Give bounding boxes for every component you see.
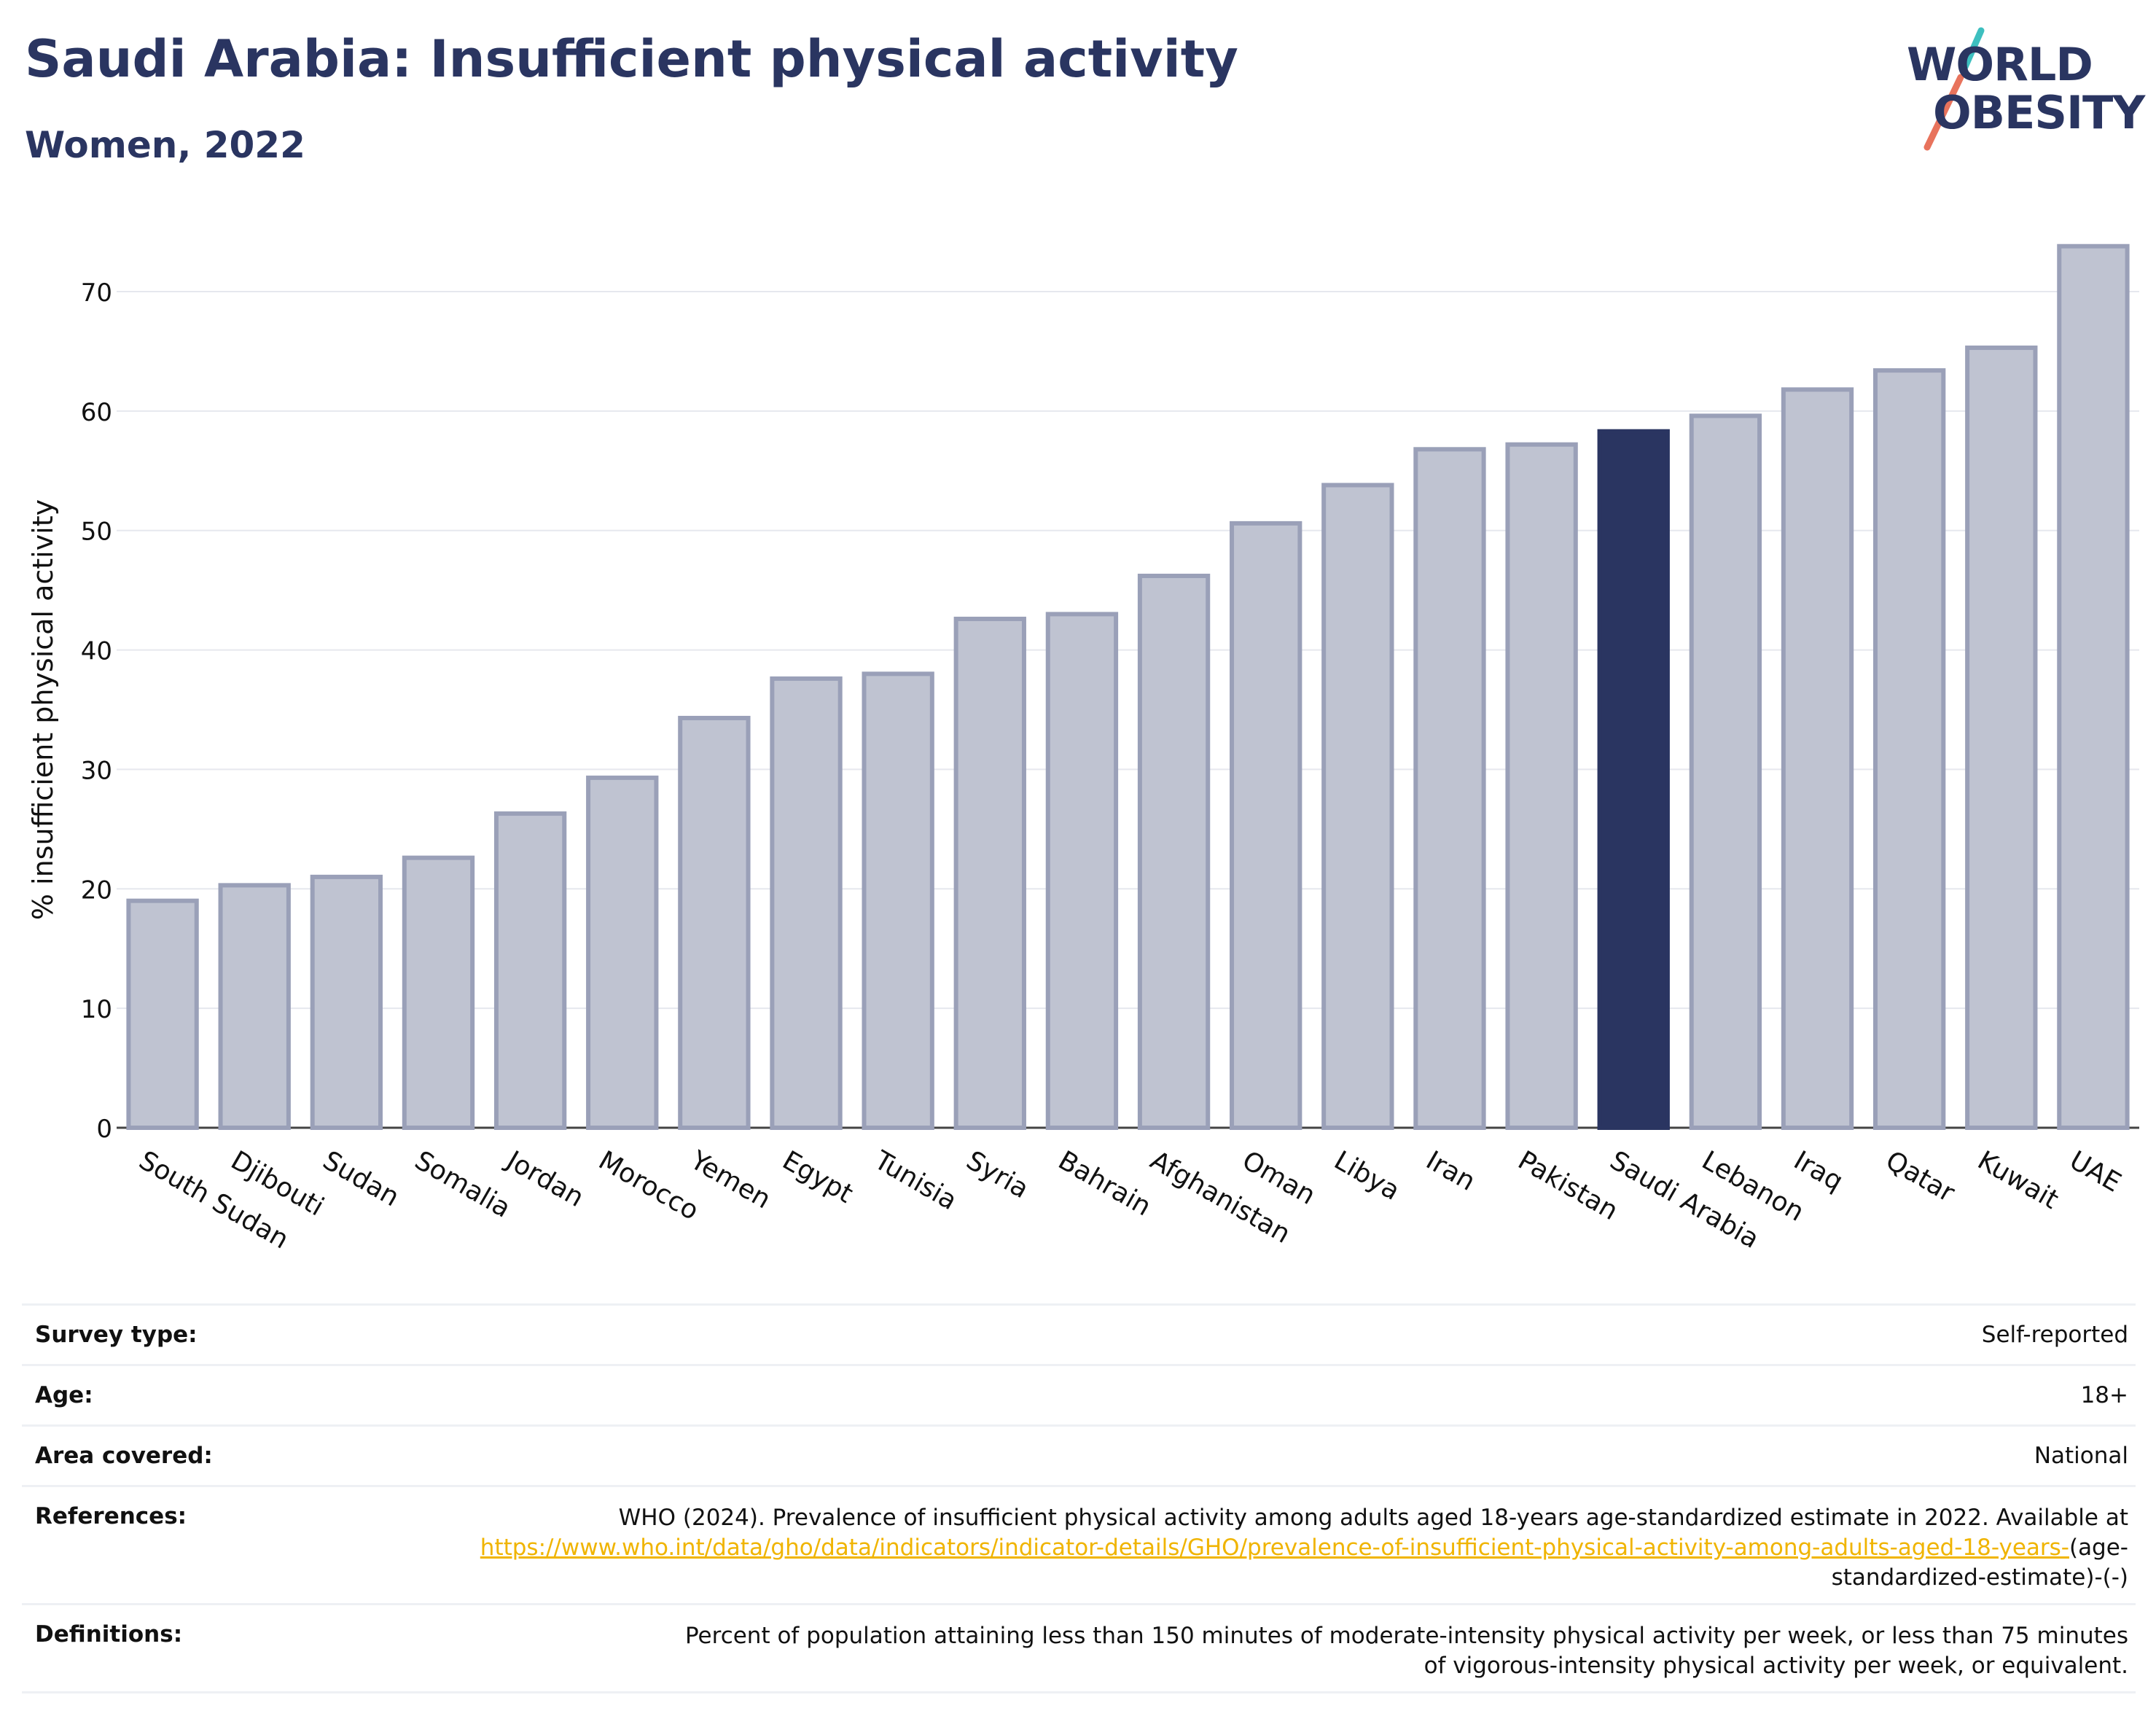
survey-type-value: Self-reported [1981,1322,2128,1348]
definitions-value: Percent of population attaining less tha… [684,1623,2128,1679]
y-axis-ticks: 0 10 20 30 40 50 60 70 [81,278,112,1144]
survey-type-label: Survey type: [35,1322,198,1348]
chart-title: Saudi Arabia: Insufficient physical acti… [25,29,1238,89]
bar-kuwait [1965,346,2038,1131]
bars [126,243,2130,1131]
bar-bahrain [1045,612,1119,1130]
bar-iraq [1781,387,1854,1130]
bar-morocco [586,775,659,1130]
references-link[interactable]: https://www.who.int/data/gho/data/indica… [480,1535,2069,1561]
bar-pakistan [1505,442,1578,1131]
references-text-after: (age-standardized-estimate)-(-) [1831,1535,2128,1591]
y-tick-label: 0 [96,1115,112,1144]
world-obesity-logo: WORLD OBESITY [1895,22,2145,168]
x-tick-label: Morocco [593,1145,703,1226]
x-tick-label: UAE [2064,1145,2125,1198]
definitions-label: Definitions: [35,1621,183,1648]
table-row-definitions: Definitions: Percent of population attai… [22,1603,2136,1693]
references-text: WHO (2024). Prevalence of insufficient p… [618,1505,2128,1531]
x-tick-label: Kuwait [1972,1145,2063,1215]
info-table: Survey type: Self-reported Age: 18+ Area… [22,1303,2136,1693]
x-tick-label: Syria [961,1145,1034,1204]
y-tick-label: 20 [81,876,112,905]
table-row-references: References: WHO (2024). Prevalence of in… [22,1485,2136,1603]
bar-sudan [310,874,383,1131]
logo-line-2: OBESITY [1933,86,2145,139]
bar-yemen [678,715,751,1130]
y-tick-label: 60 [81,398,112,427]
y-tick-label: 40 [81,637,112,666]
table-row-area: Area covered: National [22,1424,2136,1485]
logo-slash-icon [1923,27,1985,151]
y-tick-label: 30 [81,756,112,785]
x-tick-label: Iraq [1789,1145,1848,1197]
y-tick-label: 50 [81,518,112,547]
x-tick-label: Egypt [778,1145,858,1209]
x-tick-label: Iran [1421,1145,1480,1197]
bar-iran [1413,447,1486,1130]
y-axis-label: % insufficient physical activity [27,499,59,920]
table-row-age: Age: 18+ [22,1364,2136,1424]
references-label: References: [35,1503,187,1529]
x-tick-label: Qatar [1880,1145,1959,1208]
logo-line-1: WORLD [1907,38,2093,91]
bar-oman [1230,520,1302,1130]
bar-egypt [770,676,843,1130]
bar-jordan [493,811,567,1130]
references-value: WHO (2024). Prevalence of insufficient p… [452,1503,2136,1593]
bar-syria [953,616,1026,1130]
x-tick-label: Libya [1329,1145,1405,1206]
x-tick-label: Sudan [318,1145,405,1212]
bar-uae [2057,243,2130,1131]
bar-djibouti [218,883,291,1130]
y-tick-label: 10 [81,995,112,1024]
bar-tunisia [862,671,934,1130]
bar-lebanon [1689,413,1762,1130]
bar-chart: 0 10 20 30 40 50 60 70 South SudanDjiboutiSudan… [27,243,2139,1255]
x-tick-label: Pakistan [1513,1145,1623,1226]
x-tick-label: Jordan [500,1145,588,1213]
table-row-survey-type: Survey type: Self-reported [22,1303,2136,1364]
chart-subtitle: Women, 2022 [25,124,305,166]
bar-south-sudan [126,898,199,1131]
bar-somalia [402,855,475,1130]
bar-afghanistan [1137,573,1211,1130]
area-value: National [2034,1443,2128,1469]
x-tick-label: Somalia [410,1145,515,1224]
x-tick-label: Tunisia [869,1145,962,1216]
area-label: Area covered: [35,1443,213,1469]
bar-libya [1321,483,1394,1131]
age-label: Age: [35,1382,93,1408]
age-value: 18+ [2080,1382,2128,1408]
x-tick-label: Bahrain [1053,1145,1156,1222]
bar-saudi-arabia [1597,429,1670,1131]
y-tick-label: 70 [81,278,112,308]
bar-qatar [1872,368,1946,1130]
